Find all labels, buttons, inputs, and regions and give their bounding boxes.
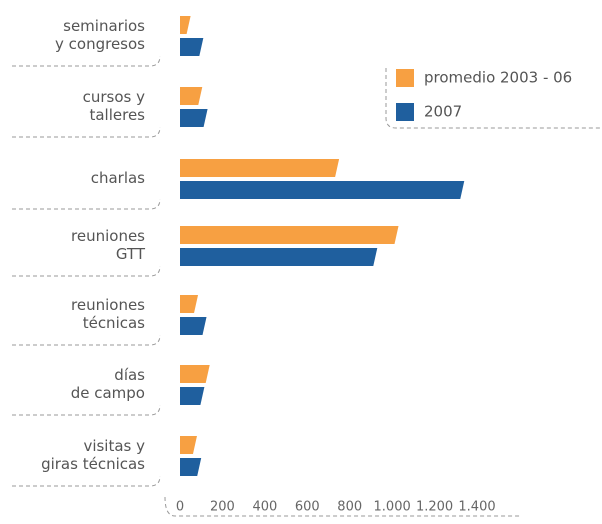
bar — [180, 436, 197, 454]
bar — [180, 295, 199, 313]
bar — [180, 16, 191, 34]
separator — [12, 55, 161, 67]
x-tick-label: 600 — [295, 500, 320, 515]
category-label: reuniones técnicas — [71, 296, 145, 332]
legend-label: promedio 2003 - 06 — [424, 69, 572, 87]
category-label: días de campo — [70, 366, 145, 402]
separator — [12, 198, 161, 210]
x-tick-label: 400 — [252, 500, 277, 515]
bar — [180, 87, 203, 105]
x-tick-label: 1.200 — [416, 500, 453, 515]
bar — [180, 365, 210, 383]
bar — [180, 248, 378, 266]
category-label: visitas y giras técnicas — [41, 437, 145, 473]
legend-label: 2007 — [424, 103, 462, 121]
bar — [180, 458, 202, 476]
x-axis-line — [164, 496, 520, 517]
bar — [180, 159, 340, 177]
legend-swatch — [396, 103, 414, 121]
category-label: charlas — [90, 169, 145, 187]
legend-box — [385, 68, 602, 129]
bar — [180, 317, 207, 335]
separator — [12, 475, 161, 487]
x-tick-label: 0 — [176, 500, 184, 515]
x-tick-label: 1.000 — [374, 500, 411, 515]
bar — [180, 109, 208, 127]
x-tick-label: 800 — [337, 500, 362, 515]
category-label: cursos y talleres — [82, 88, 145, 124]
bar — [180, 226, 399, 244]
bar — [180, 38, 204, 56]
separator — [12, 265, 161, 277]
separator — [12, 404, 161, 416]
category-label: seminarios y congresos — [55, 17, 145, 53]
legend-swatch — [396, 69, 414, 87]
x-tick-label: 200 — [210, 500, 235, 515]
separator — [12, 126, 161, 138]
x-tick-label: 1.400 — [458, 500, 495, 515]
category-label: reuniones GTT — [71, 227, 145, 263]
bar — [180, 387, 205, 405]
separator — [12, 334, 161, 346]
bar — [180, 181, 465, 199]
